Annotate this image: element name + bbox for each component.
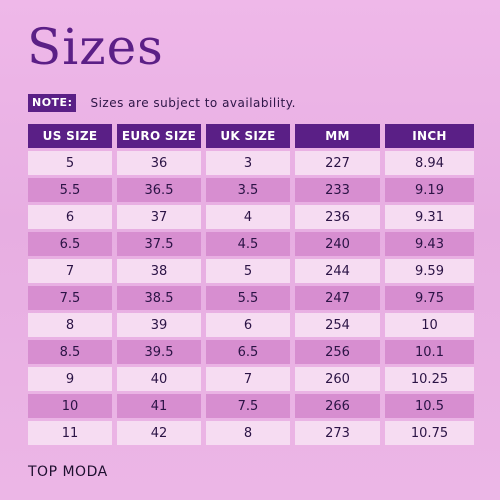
cell-uk-size: 8 [206, 421, 290, 445]
cell-euro-size: 40 [117, 367, 201, 391]
cell-mm: 254 [295, 313, 380, 337]
cell-uk-size: 3 [206, 151, 290, 175]
cell-mm: 244 [295, 259, 380, 283]
cell-us-size: 5 [28, 151, 112, 175]
header-inch: INCH [385, 124, 474, 148]
header-us-size: US SIZE [28, 124, 112, 148]
cell-inch: 10 [385, 313, 474, 337]
table-row: 7 38 5 244 9.59 [28, 259, 474, 286]
table-row: 5.5 36.5 3.5 233 9.19 [28, 178, 474, 205]
table-row: 6.5 37.5 4.5 240 9.43 [28, 232, 474, 259]
header-uk-size: UK SIZE [206, 124, 290, 148]
cell-euro-size: 39.5 [117, 340, 201, 364]
cell-euro-size: 38 [117, 259, 201, 283]
cell-mm: 240 [295, 232, 380, 256]
cell-euro-size: 36 [117, 151, 201, 175]
cell-us-size: 7.5 [28, 286, 112, 310]
cell-inch: 8.94 [385, 151, 474, 175]
table-row: 10 41 7.5 266 10.5 [28, 394, 474, 421]
cell-us-size: 8.5 [28, 340, 112, 364]
cell-uk-size: 6.5 [206, 340, 290, 364]
cell-mm: 233 [295, 178, 380, 202]
cell-us-size: 7 [28, 259, 112, 283]
cell-mm: 247 [295, 286, 380, 310]
cell-us-size: 6 [28, 205, 112, 229]
cell-uk-size: 7.5 [206, 394, 290, 418]
cell-mm: 256 [295, 340, 380, 364]
header-euro-size: EURO SIZE [117, 124, 201, 148]
cell-inch: 9.75 [385, 286, 474, 310]
cell-inch: 9.43 [385, 232, 474, 256]
cell-euro-size: 38.5 [117, 286, 201, 310]
cell-euro-size: 36.5 [117, 178, 201, 202]
cell-mm: 227 [295, 151, 380, 175]
cell-uk-size: 4.5 [206, 232, 290, 256]
cell-inch: 10.75 [385, 421, 474, 445]
brand-name: TOP MODA [28, 464, 108, 480]
cell-mm: 260 [295, 367, 380, 391]
table-header-row: US SIZE EURO SIZE UK SIZE MM INCH [28, 124, 474, 151]
note: NOTE: Sizes are subject to availability. [28, 94, 296, 112]
cell-euro-size: 39 [117, 313, 201, 337]
cell-uk-size: 4 [206, 205, 290, 229]
cell-uk-size: 6 [206, 313, 290, 337]
note-badge: NOTE: [28, 94, 77, 112]
cell-us-size: 9 [28, 367, 112, 391]
cell-inch: 9.19 [385, 178, 474, 202]
cell-euro-size: 41 [117, 394, 201, 418]
cell-us-size: 11 [28, 421, 112, 445]
cell-euro-size: 42 [117, 421, 201, 445]
page-title: Sizes [27, 18, 164, 76]
cell-inch: 10.1 [385, 340, 474, 364]
cell-mm: 266 [295, 394, 380, 418]
cell-inch: 10.25 [385, 367, 474, 391]
cell-euro-size: 37 [117, 205, 201, 229]
cell-uk-size: 7 [206, 367, 290, 391]
cell-inch: 9.59 [385, 259, 474, 283]
cell-inch: 9.31 [385, 205, 474, 229]
cell-us-size: 10 [28, 394, 112, 418]
cell-inch: 10.5 [385, 394, 474, 418]
table-row: 11 42 8 273 10.75 [28, 421, 474, 448]
table-row: 8.5 39.5 6.5 256 10.1 [28, 340, 474, 367]
table-body: 5 36 3 227 8.94 5.5 36.5 3.5 233 9.19 6 37 4 236 9.31 6… [28, 151, 474, 448]
cell-us-size: 5.5 [28, 178, 112, 202]
table-row: 6 37 4 236 9.31 [28, 205, 474, 232]
table-row: 8 39 6 254 10 [28, 313, 474, 340]
cell-uk-size: 5.5 [206, 286, 290, 310]
note-text: Sizes are subject to availability. [90, 96, 296, 110]
table-row: 7.5 38.5 5.5 247 9.75 [28, 286, 474, 313]
cell-mm: 273 [295, 421, 380, 445]
table-row: 9 40 7 260 10.25 [28, 367, 474, 394]
cell-uk-size: 5 [206, 259, 290, 283]
cell-mm: 236 [295, 205, 380, 229]
cell-us-size: 8 [28, 313, 112, 337]
table-row: 5 36 3 227 8.94 [28, 151, 474, 178]
cell-us-size: 6.5 [28, 232, 112, 256]
cell-uk-size: 3.5 [206, 178, 290, 202]
size-table: US SIZE EURO SIZE UK SIZE MM INCH 5 36 3 22… [28, 124, 474, 448]
header-mm: MM [295, 124, 380, 148]
cell-euro-size: 37.5 [117, 232, 201, 256]
